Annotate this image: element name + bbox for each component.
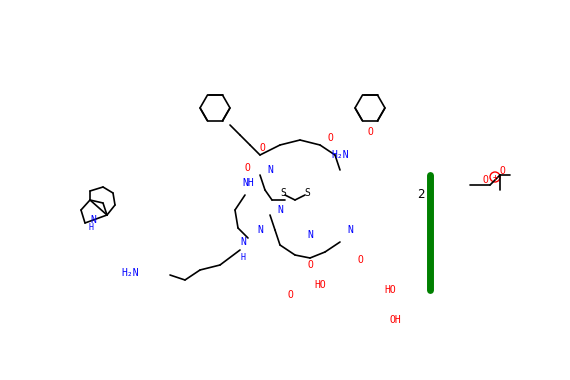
Text: H₂N: H₂N xyxy=(331,150,349,160)
Text: O: O xyxy=(357,255,363,265)
Text: N: N xyxy=(347,225,353,235)
Text: +: + xyxy=(492,173,498,182)
Text: H: H xyxy=(241,253,246,263)
Text: O: O xyxy=(244,163,250,173)
Text: S: S xyxy=(304,188,310,198)
Text: N: N xyxy=(307,230,313,240)
Text: S: S xyxy=(280,188,286,198)
Text: O: O xyxy=(307,260,313,270)
Text: O: O xyxy=(499,166,505,176)
Text: N: N xyxy=(277,205,283,215)
Text: H: H xyxy=(88,223,93,231)
Text: HO: HO xyxy=(384,285,396,295)
Text: 2: 2 xyxy=(417,188,425,201)
Text: NH: NH xyxy=(242,178,254,188)
Text: H₂N: H₂N xyxy=(121,268,139,278)
Text: O: O xyxy=(287,290,293,300)
Text: N: N xyxy=(240,237,246,247)
Text: O: O xyxy=(259,143,265,153)
Text: O: O xyxy=(482,175,488,185)
Text: N: N xyxy=(257,225,263,235)
Text: O: O xyxy=(327,133,333,143)
Text: N: N xyxy=(267,165,273,175)
Text: OH: OH xyxy=(389,315,401,325)
Text: N: N xyxy=(90,215,96,225)
Text: O: O xyxy=(367,127,373,137)
Text: HO: HO xyxy=(314,280,326,290)
